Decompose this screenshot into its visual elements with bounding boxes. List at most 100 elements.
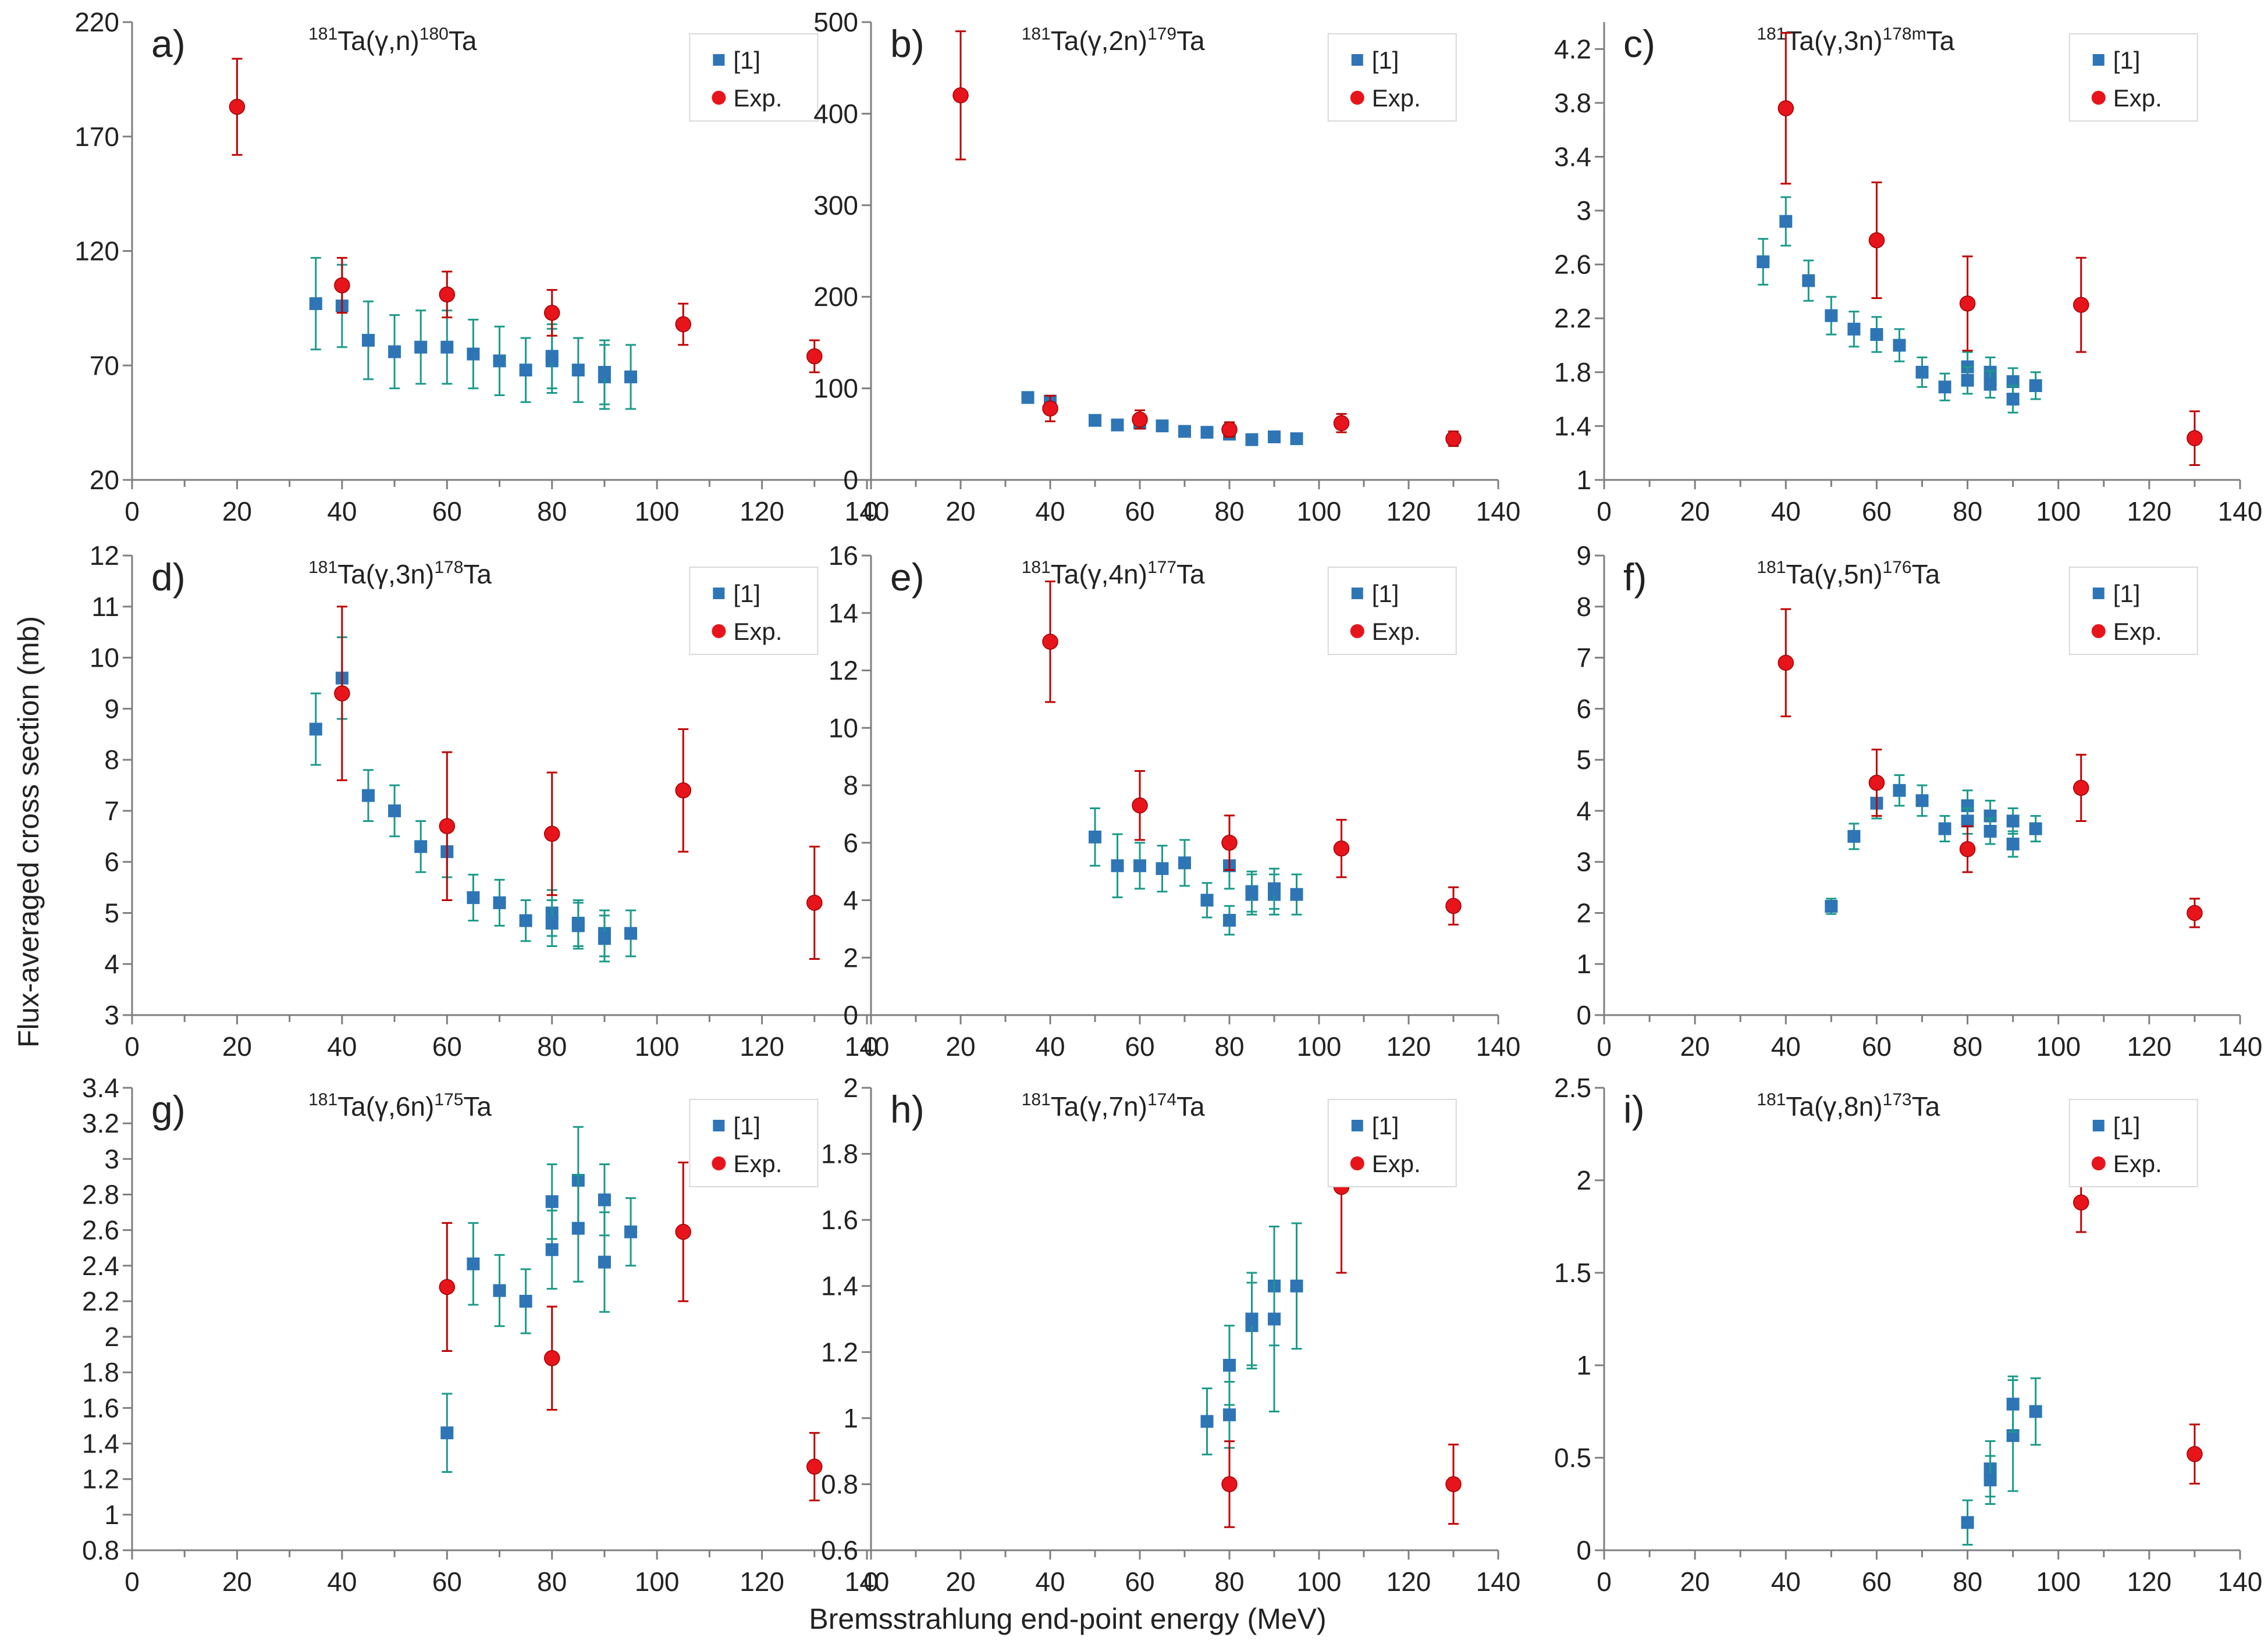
legend-label: [1] <box>2113 580 2141 607</box>
y-tick-label: 1.6 <box>82 1393 119 1423</box>
legend-marker-square <box>1351 588 1363 599</box>
y-tick-label: 1.4 <box>821 1271 858 1301</box>
legend-marker-square <box>1351 54 1363 66</box>
legend-label: [1] <box>1372 1112 1399 1140</box>
x-tick-label: 120 <box>1387 1031 1431 1062</box>
x-tick-label: 100 <box>635 1567 680 1597</box>
legend: [1] Exp. <box>689 1099 819 1187</box>
reaction-label-superscript: 174 <box>1147 1090 1176 1109</box>
reaction-label: 181Ta(γ,n)180Ta <box>308 24 477 56</box>
legend-box <box>1327 1099 1457 1187</box>
y-tick-label: 0 <box>1576 1000 1591 1030</box>
legend-marker-circle <box>2091 1156 2106 1170</box>
data-point-circle <box>1333 840 1350 857</box>
x-tick-label: 60 <box>1862 1031 1892 1062</box>
y-tick-label: 6 <box>843 828 858 858</box>
data-point-square <box>571 919 585 932</box>
data-point-circle <box>1221 421 1238 438</box>
reaction-label-superscript: 181 <box>308 24 337 44</box>
data-point-square <box>1870 328 1883 341</box>
reaction-label-part: Ta <box>1176 1091 1205 1122</box>
data-point-circle <box>806 895 823 911</box>
y-tick-label: 2 <box>1576 1165 1591 1195</box>
x-tick-label: 80 <box>1214 1031 1244 1062</box>
reaction-label-superscript: 181 <box>1757 558 1786 577</box>
x-tick-label: 100 <box>1297 1031 1342 1062</box>
y-tick-label: 70 <box>90 350 119 380</box>
x-tick-label: 0 <box>863 1031 879 1062</box>
data-point-square <box>2006 393 2020 406</box>
data-point-circle <box>1333 415 1350 432</box>
legend-box <box>689 1099 819 1187</box>
data-point-square <box>598 366 611 379</box>
reaction-label-part: Ta(γ,4n) <box>1051 559 1147 589</box>
data-point-circle <box>806 348 823 365</box>
reaction-label-part: Ta <box>1176 26 1205 56</box>
y-tick-label: 220 <box>74 7 119 37</box>
y-tick-label: 1 <box>1576 949 1591 979</box>
legend-marker-square <box>713 1120 725 1131</box>
reaction-label-superscript: 181 <box>308 558 337 577</box>
y-tick-label: 7 <box>104 796 119 826</box>
data-point-square <box>2006 1397 2020 1411</box>
series-reference <box>1757 196 2042 414</box>
data-point-square <box>1156 419 1169 433</box>
x-tick-label: 120 <box>2127 1031 2171 1062</box>
legend-marker-circle <box>2091 91 2106 105</box>
x-tick-label: 80 <box>1214 496 1244 526</box>
y-tick-label: 20 <box>90 465 119 495</box>
data-point-square <box>545 1195 559 1208</box>
legend: [1] Exp. <box>2068 567 2198 655</box>
x-tick-label: 140 <box>1476 1031 1521 1062</box>
y-tick-label: 2.8 <box>82 1179 119 1209</box>
reaction-label-part: Ta(γ,n) <box>337 26 420 56</box>
y-tick-label: 2 <box>104 1322 119 1352</box>
y-tick-label: 1.4 <box>82 1429 119 1459</box>
reaction-label-part: Ta(γ,5n) <box>1786 559 1882 589</box>
x-tick-label: 80 <box>1953 1031 1982 1062</box>
x-tick-label: 0 <box>1597 1567 1612 1597</box>
data-point-circle <box>229 98 246 115</box>
x-tick-label: 20 <box>945 1567 975 1597</box>
legend-label: Exp. <box>733 618 782 645</box>
x-tick-label: 120 <box>740 496 784 526</box>
data-point-circle <box>2073 1194 2089 1211</box>
x-tick-label: 20 <box>1680 1567 1710 1597</box>
legend-box <box>2068 1099 2198 1187</box>
y-tick-label: 6 <box>1576 693 1591 724</box>
legend-marker-square <box>713 588 725 599</box>
legend-label: [1] <box>1372 580 1399 607</box>
panel-letter: i) <box>1623 1088 1645 1131</box>
x-tick-label: 20 <box>222 1567 252 1597</box>
legend-label: Exp. <box>2113 1150 2162 1177</box>
data-point-square <box>1825 900 1838 913</box>
y-tick-label: 8 <box>1576 592 1591 622</box>
y-tick-label: 11 <box>91 592 119 622</box>
data-point-square <box>1245 433 1259 446</box>
y-tick-label: 4 <box>1576 796 1591 826</box>
y-tick-label: 2 <box>843 942 858 973</box>
panel-letter: b) <box>890 22 925 65</box>
y-tick-label: 5 <box>1576 745 1591 775</box>
x-tick-label: 60 <box>1125 1031 1154 1062</box>
y-tick-label: 2.2 <box>82 1286 119 1316</box>
data-point-square <box>1893 339 1906 352</box>
x-tick-label: 100 <box>2036 1031 2081 1062</box>
data-point-circle <box>675 1223 691 1240</box>
data-point-circle <box>1042 400 1058 417</box>
data-point-square <box>1268 1312 1281 1326</box>
data-point-square <box>2006 814 2020 828</box>
data-point-square <box>1223 1359 1236 1372</box>
reaction-label-superscript: 181 <box>308 1090 337 1109</box>
series-experiment <box>334 606 823 960</box>
reaction-label-part: Ta(γ,2n) <box>1051 26 1147 56</box>
y-tick-label: 5 <box>104 898 119 928</box>
y-tick-label: 3.4 <box>82 1073 119 1103</box>
legend-marker-circle <box>1350 1156 1364 1170</box>
y-tick-label: 2.6 <box>1554 250 1591 280</box>
x-tick-label: 140 <box>845 1567 890 1597</box>
data-point-circle <box>1445 1476 1462 1493</box>
y-tick-label: 0.8 <box>82 1535 119 1565</box>
data-point-square <box>2029 1405 2042 1418</box>
